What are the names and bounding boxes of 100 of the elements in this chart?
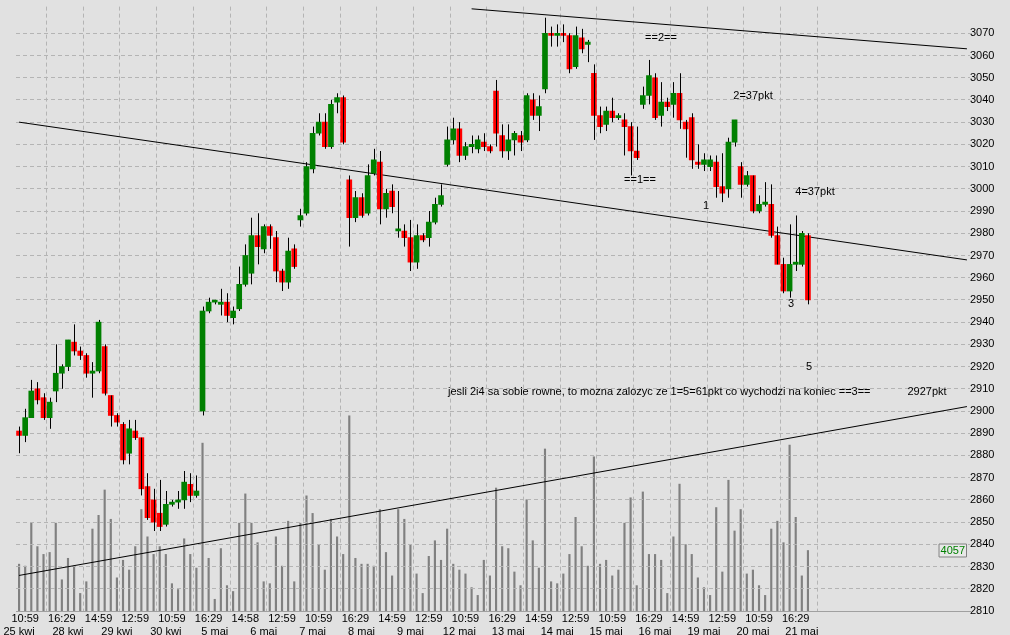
candlestick xyxy=(737,161,744,199)
bar xyxy=(97,515,100,611)
x-tick-label: 12 mai xyxy=(442,625,476,635)
bar xyxy=(788,444,791,611)
candlestick xyxy=(187,472,194,503)
bar xyxy=(433,540,436,611)
bar xyxy=(195,567,198,611)
bar xyxy=(262,581,265,611)
annotation: 2=37pkt xyxy=(733,89,773,102)
y-tick-label: 3010 xyxy=(969,159,995,172)
bar xyxy=(397,509,400,611)
candlestick xyxy=(536,94,542,132)
x-tick-label: 14:59 xyxy=(525,612,553,625)
bar xyxy=(189,554,192,611)
bar xyxy=(702,587,706,611)
candlestick xyxy=(554,23,561,48)
bar xyxy=(494,487,498,611)
bar xyxy=(250,522,253,611)
bar xyxy=(715,507,718,611)
bar xyxy=(568,554,571,611)
x-tick-label: 15 mai xyxy=(589,625,623,635)
bar xyxy=(79,593,82,611)
x-tick-label: 13 mai xyxy=(491,625,525,635)
bar xyxy=(672,536,675,611)
bar xyxy=(770,528,773,611)
bar xyxy=(623,522,626,611)
x-tick-label: 10:59 xyxy=(745,612,773,625)
bar xyxy=(709,595,712,611)
annotation: 1 xyxy=(702,199,710,212)
y-tick-label: 2930 xyxy=(969,337,995,350)
bar xyxy=(721,571,724,611)
x-tick-label: 5 mai xyxy=(201,625,229,635)
bar xyxy=(305,495,308,611)
bar xyxy=(348,415,351,611)
bar xyxy=(806,550,810,611)
bar xyxy=(666,593,669,611)
bar xyxy=(476,595,479,611)
x-tick-label: 20 mai xyxy=(736,625,770,635)
bar xyxy=(421,593,424,611)
x-tick-label: 16:29 xyxy=(488,612,516,625)
annotation: 4=37pkt xyxy=(795,185,835,198)
x-tick-label: 19 mai xyxy=(687,625,721,635)
bar xyxy=(580,546,583,611)
x-tick-label: 14:58 xyxy=(231,612,260,625)
x-tick-label: 9 mai xyxy=(396,625,424,635)
bar xyxy=(635,585,638,611)
x-tick-label: 16:29 xyxy=(341,612,370,625)
bar xyxy=(232,591,235,611)
bar xyxy=(531,540,534,611)
bar xyxy=(268,583,271,611)
x-tick-label: 10:59 xyxy=(11,612,39,625)
y-tick-label: 2920 xyxy=(969,359,995,372)
x-tick-label: 16:29 xyxy=(635,612,663,625)
candlestick xyxy=(370,148,377,176)
bar xyxy=(574,516,577,611)
y-tick-label: 2960 xyxy=(969,270,995,283)
y-tick-label: 2940 xyxy=(969,315,995,328)
bar xyxy=(342,554,345,611)
bar xyxy=(54,522,57,611)
x-tick-label: 6 mai xyxy=(250,625,278,635)
candlestick xyxy=(101,343,108,396)
x-tick-label: 12:59 xyxy=(268,612,296,625)
candlestick xyxy=(584,39,591,63)
bar xyxy=(48,552,51,611)
candlestick xyxy=(658,81,664,128)
y-tick-label: 2970 xyxy=(969,248,995,261)
annotation: 5 xyxy=(805,360,813,373)
bar xyxy=(207,557,210,611)
bar xyxy=(751,569,754,611)
y-tick-label: 2870 xyxy=(969,470,995,483)
bar xyxy=(556,583,559,611)
bar xyxy=(488,575,492,611)
bar xyxy=(91,528,94,611)
bar xyxy=(537,567,540,611)
bar xyxy=(335,536,339,611)
x-tick-label: 14:59 xyxy=(378,612,406,625)
bar xyxy=(733,530,736,611)
x-tick-label: 10:59 xyxy=(598,612,627,625)
bar xyxy=(176,589,180,611)
y-tick-label: 2900 xyxy=(969,404,995,417)
y-tick-label: 2840 xyxy=(969,537,995,550)
bar xyxy=(678,483,681,611)
bar xyxy=(470,587,473,611)
candlestick xyxy=(352,190,359,223)
y-tick-label: 3040 xyxy=(969,92,995,105)
bar xyxy=(409,544,412,611)
candlestick xyxy=(450,117,457,145)
bar xyxy=(482,559,485,611)
bar xyxy=(378,509,381,611)
y-tick-label: 3020 xyxy=(969,137,995,150)
x-tick-label: 14 mai xyxy=(540,625,574,635)
bar xyxy=(256,542,259,611)
y-tick-label: 2910 xyxy=(969,381,995,394)
candlestick xyxy=(181,470,187,510)
bar xyxy=(146,536,149,611)
annotation: 4057 xyxy=(940,543,966,556)
x-tick-label: 12:59 xyxy=(415,612,443,625)
bar xyxy=(391,575,394,611)
bar xyxy=(323,569,326,611)
bar xyxy=(543,448,547,611)
